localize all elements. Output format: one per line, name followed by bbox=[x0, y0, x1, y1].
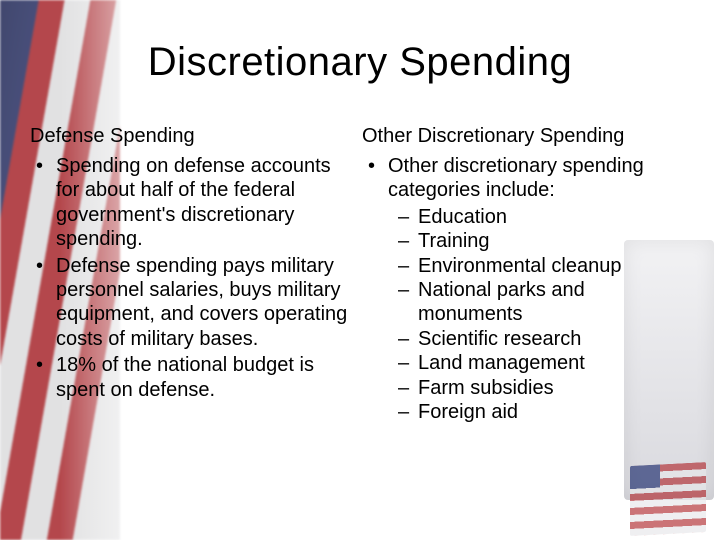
slide-title: Discretionary Spending bbox=[30, 40, 690, 85]
list-item: 18% of the national budget is spent on d… bbox=[30, 353, 358, 402]
right-lead-text: Other discretionary spending categories … bbox=[388, 155, 644, 201]
right-bullet-list: Other discretionary spending categories … bbox=[362, 154, 690, 424]
list-item: Other discretionary spending categories … bbox=[362, 154, 690, 424]
sublist-item: Farm subsidies bbox=[388, 376, 690, 400]
list-item: Defense spending pays military personnel… bbox=[30, 254, 358, 352]
left-column: Defense Spending Spending on defense acc… bbox=[30, 125, 358, 426]
sublist-item: Education bbox=[388, 205, 690, 229]
right-sublist: Education Training Environmental cleanup… bbox=[388, 205, 690, 425]
right-heading: Other Discretionary Spending bbox=[362, 125, 690, 148]
slide-content: Discretionary Spending Defense Spending … bbox=[0, 0, 720, 540]
sublist-item: Training bbox=[388, 229, 690, 253]
right-column: Other Discretionary Spending Other discr… bbox=[362, 125, 690, 426]
list-item: Spending on defense accounts for about h… bbox=[30, 154, 358, 252]
sublist-item: National parks and monuments bbox=[388, 278, 690, 327]
left-heading: Defense Spending bbox=[30, 125, 358, 148]
sublist-item: Foreign aid bbox=[388, 400, 690, 424]
two-column-layout: Defense Spending Spending on defense acc… bbox=[30, 125, 690, 426]
sublist-item: Environmental cleanup bbox=[388, 254, 690, 278]
sublist-item: Land management bbox=[388, 351, 690, 375]
sublist-item: Scientific research bbox=[388, 327, 690, 351]
left-bullet-list: Spending on defense accounts for about h… bbox=[30, 154, 358, 402]
